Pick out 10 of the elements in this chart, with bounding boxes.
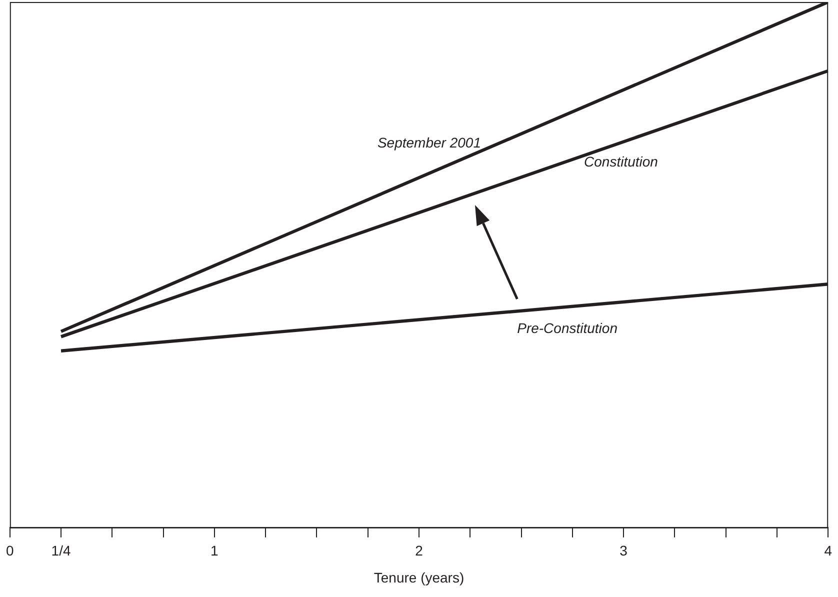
series-label: September 2001	[377, 134, 481, 150]
x-axis-title: Tenure (years)	[374, 569, 464, 586]
x-tick-label: 2	[415, 542, 424, 559]
x-tick-label: 3	[620, 542, 628, 559]
x-tick-label: 1	[210, 542, 219, 559]
x-tick-label: 0	[6, 542, 14, 559]
x-tick-label: 1/4	[51, 542, 71, 559]
series-label: Pre-Constitution	[517, 320, 618, 336]
series-label: Constitution	[584, 154, 658, 170]
x-tick-label: 4	[824, 542, 832, 559]
